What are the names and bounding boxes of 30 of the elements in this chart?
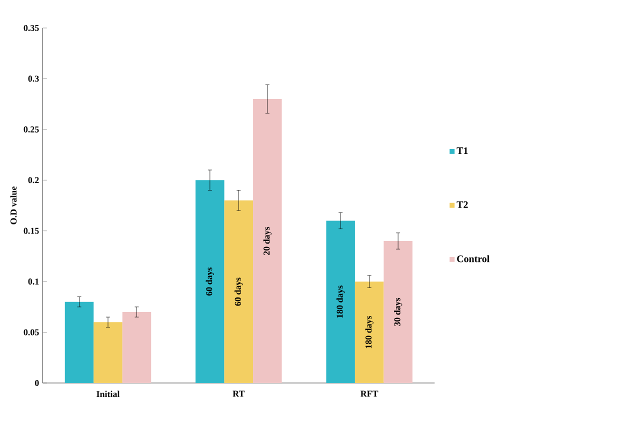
bar	[196, 180, 224, 383]
bar	[326, 220, 355, 383]
x-tick-label: RT	[232, 390, 245, 397]
y-tick-label: 0.35	[24, 24, 39, 32]
y-tick-label: 0.15	[24, 228, 39, 234]
x-tick-label: RFT	[360, 390, 378, 397]
bar	[384, 241, 412, 383]
y-tick-label: 0	[35, 380, 39, 386]
legend-label: T2	[456, 201, 468, 208]
annotation: 20 days	[263, 226, 272, 255]
bar	[64, 302, 94, 383]
bar	[122, 312, 152, 383]
y-tick-label: 0.1	[28, 278, 39, 285]
annotation: 180 days	[336, 286, 345, 318]
annotation: 60 days	[234, 278, 243, 306]
y-tick-label: 0.3	[28, 76, 39, 82]
annotation: 180 days	[365, 316, 374, 348]
y-tick-label: 0.05	[24, 329, 39, 336]
legend-label: T1	[456, 147, 468, 154]
legend-label: Control	[457, 255, 490, 262]
y-tick-label: 0.2	[28, 177, 39, 184]
annotation: 30 days	[394, 298, 402, 326]
bar	[94, 322, 122, 383]
y-axis-title: O.D value	[10, 186, 17, 224]
bar	[224, 200, 254, 383]
bar	[354, 282, 384, 383]
annotation: 60 days	[206, 267, 214, 296]
y-tick-label: 0.25	[24, 126, 39, 132]
bar	[253, 98, 282, 383]
x-tick-label: Initial	[96, 390, 120, 398]
